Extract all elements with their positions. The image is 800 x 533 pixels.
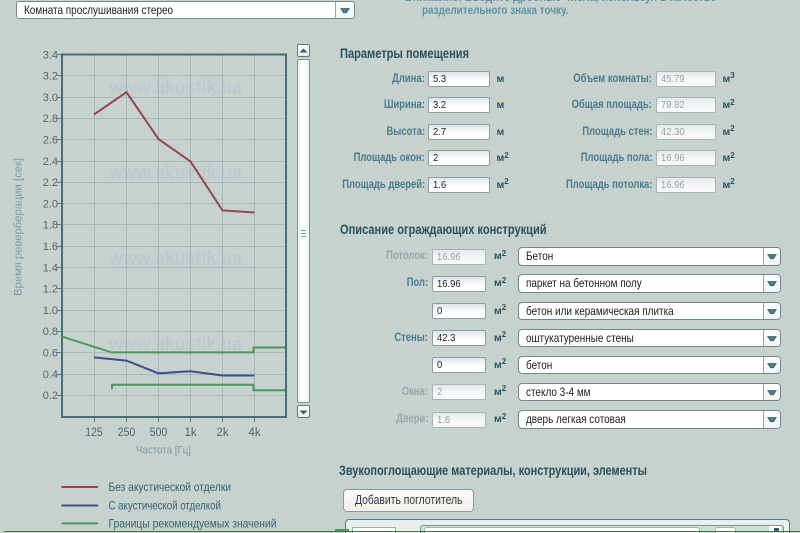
svg-text:С акустической отделкой: С акустической отделкой — [109, 499, 221, 513]
svg-text:1.8: 1.8 — [43, 220, 58, 232]
svg-text:Время реверберации [сек]: Время реверберации [сек] — [13, 158, 25, 296]
svg-text:0.4: 0.4 — [43, 369, 58, 381]
svg-text:1.4: 1.4 — [43, 262, 58, 274]
svg-text:1.0: 1.0 — [43, 305, 58, 317]
svg-text:3.4: 3.4 — [43, 49, 58, 61]
svg-text:www.akustik.ua: www.akustik.ua — [108, 249, 242, 270]
svg-text:www.akustik.ua: www.akustik.ua — [108, 78, 242, 99]
svg-text:2.6: 2.6 — [43, 135, 58, 147]
svg-text:www.akustik.ua: www.akustik.ua — [108, 163, 242, 184]
svg-text:2k: 2k — [217, 427, 229, 439]
svg-text:2.0: 2.0 — [43, 198, 58, 210]
svg-text:0.6: 0.6 — [43, 348, 58, 360]
svg-text:2.8: 2.8 — [43, 113, 58, 125]
svg-text:2.2: 2.2 — [43, 177, 58, 189]
svg-text:1.6: 1.6 — [43, 241, 58, 253]
svg-text:Границы рекомендуемых значений: Границы рекомендуемых значений — [109, 517, 277, 531]
svg-text:Без акустической отделки: Без акустической отделки — [109, 480, 232, 494]
svg-text:3.0: 3.0 — [43, 92, 58, 104]
svg-text:www.akustik.ua: www.akustik.ua — [108, 334, 242, 355]
svg-text:Частота [Гц]: Частота [Гц] — [136, 445, 191, 457]
svg-text:125: 125 — [85, 427, 103, 439]
svg-text:1.2: 1.2 — [43, 284, 58, 296]
svg-text:250: 250 — [118, 427, 136, 439]
svg-text:4k: 4k — [249, 427, 261, 439]
svg-text:3.2: 3.2 — [43, 71, 58, 83]
svg-text:500: 500 — [150, 427, 168, 439]
svg-text:0.2: 0.2 — [43, 390, 58, 402]
svg-text:1k: 1k — [185, 427, 197, 439]
svg-text:0.8: 0.8 — [43, 326, 58, 338]
svg-text:2.4: 2.4 — [43, 156, 58, 168]
